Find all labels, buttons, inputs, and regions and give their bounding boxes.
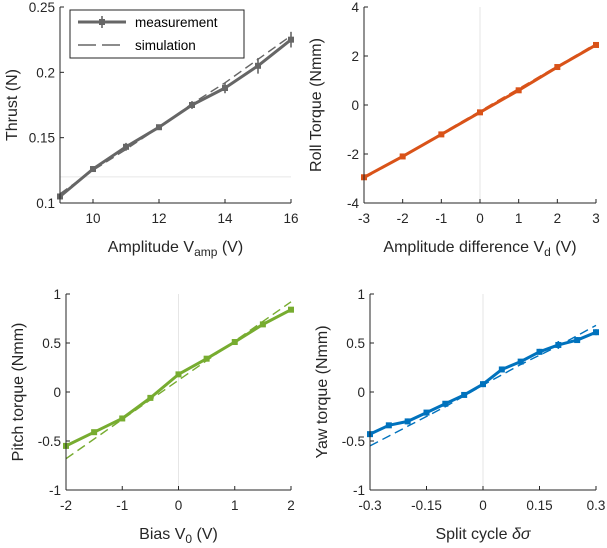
legend-label-simulation: simulation (135, 38, 196, 53)
y-tick-label: 1 (53, 287, 61, 302)
y-tick-label: 4 (351, 0, 359, 15)
data-point-marker (189, 102, 195, 108)
data-point-marker (222, 85, 228, 92)
x-tick-label: 16 (283, 211, 298, 226)
x-tick-label: 3 (592, 211, 600, 226)
data-point-marker (288, 36, 294, 43)
x-axis-label: Amplitude difference Vd (V) (383, 239, 576, 259)
y-tick-label: -0.5 (38, 434, 61, 449)
legend: measurement simulation (69, 9, 245, 59)
series-simulation-line (59, 35, 292, 195)
x-tick-label: 2 (554, 211, 562, 226)
y-tick-label: 0 (351, 98, 359, 113)
y-tick-label: 0 (357, 385, 365, 400)
y-tick-label: -2 (347, 147, 359, 162)
x-tick-label: 14 (217, 211, 233, 226)
y-axis-label: Yaw torque (Nmm) (314, 325, 331, 458)
data-point-marker (123, 143, 129, 150)
y-tick-label: -1 (353, 483, 365, 498)
x-tick-label: 0.3 (587, 498, 606, 513)
data-point-marker (517, 358, 524, 365)
legend-box (69, 9, 245, 59)
data-point-marker (574, 337, 581, 344)
data-point-marker (536, 348, 543, 355)
data-point-marker (91, 429, 98, 436)
x-tick-label: 12 (151, 211, 166, 226)
x-tick-label: -2 (60, 498, 72, 513)
data-point-marker (423, 409, 430, 416)
y-tick-label: 0.1 (36, 196, 55, 211)
x-tick-label: 0.15 (526, 498, 552, 513)
x-tick-label: 1 (231, 498, 239, 513)
yaw-torque-chart: -0.3 -0.15 0 0.15 0.3 -1 -0.5 0 0.5 1 Split cycle … (314, 287, 605, 543)
data-point-marker (119, 415, 126, 422)
y-tick-label: 2 (351, 49, 359, 64)
series-measurement-line (59, 38, 292, 198)
y-tick-label: 0.25 (29, 0, 55, 15)
data-point-marker (404, 418, 411, 425)
roll-torque-chart: -3 -2 -1 0 1 2 3 -4 -2 0 2 4 Amplitude difference Vd… (308, 0, 600, 259)
data-point-marker (498, 366, 505, 373)
data-point-marker (175, 371, 182, 378)
data-point-marker (461, 391, 468, 398)
x-tick-label: -2 (397, 211, 409, 226)
data-point-marker (442, 400, 449, 407)
data-point-marker (480, 381, 486, 388)
data-point-marker (593, 329, 599, 336)
data-point-marker (554, 64, 561, 71)
x-tick-label: 0 (175, 498, 183, 513)
data-point-marker (147, 394, 154, 401)
y-tick-label: 1 (357, 287, 365, 302)
x-tick-label: 2 (287, 498, 295, 513)
series-simulation-line (369, 324, 597, 447)
x-axis-label: Amplitude Vamp (V) (108, 239, 243, 259)
x-tick-label: -0.15 (411, 498, 442, 513)
x-tick-label: 10 (85, 211, 100, 226)
y-tick-label: 0 (53, 385, 61, 400)
y-axis-label: Roll Torque (Nmm) (308, 38, 325, 172)
data-point-marker (90, 166, 96, 173)
data-point-marker (385, 422, 392, 429)
data-point-marker (231, 339, 238, 346)
x-axis-label: Bias V0 (V) (139, 526, 218, 546)
y-tick-label: 0.15 (29, 131, 55, 146)
data-point-marker (259, 321, 266, 328)
x-axis-label: Split cycle δσ (435, 526, 531, 543)
x-tick-label: -1 (435, 211, 447, 226)
thrust-chart: 10 12 14 16 0.1 0.15 0.2 0.25 Amplitude Vamp (V)… (4, 0, 299, 259)
data-point-marker (477, 109, 483, 116)
legend-measurement-marker (99, 19, 105, 25)
x-tick-label: 1 (515, 211, 523, 226)
data-point-marker (515, 87, 522, 94)
data-point-marker (255, 62, 261, 69)
y-tick-label: -0.5 (342, 434, 365, 449)
data-point-marker (593, 41, 599, 48)
x-tick-label: -1 (116, 498, 128, 513)
y-tick-label: 0.5 (42, 336, 61, 351)
x-tick-label: 0 (479, 498, 487, 513)
y-tick-label: 0.5 (346, 336, 365, 351)
y-axis-label: Pitch torque (Nmm) (10, 323, 27, 462)
x-tick-label: -0.3 (358, 498, 381, 513)
data-point-marker (555, 341, 562, 348)
series-simulation-line (65, 301, 292, 460)
y-axis-label: Thrust (N) (4, 69, 21, 141)
y-tick-label: 0.2 (36, 65, 55, 80)
y-tick-label: -1 (49, 483, 61, 498)
data-point-marker (288, 306, 294, 313)
data-point-marker (203, 355, 210, 362)
x-tick-label: -3 (358, 211, 370, 226)
data-point-marker (438, 131, 445, 138)
series-simulation-line (363, 43, 597, 180)
legend-label-measurement: measurement (135, 15, 218, 30)
x-tick-label: 0 (476, 211, 484, 226)
y-tick-label: -4 (347, 196, 359, 211)
